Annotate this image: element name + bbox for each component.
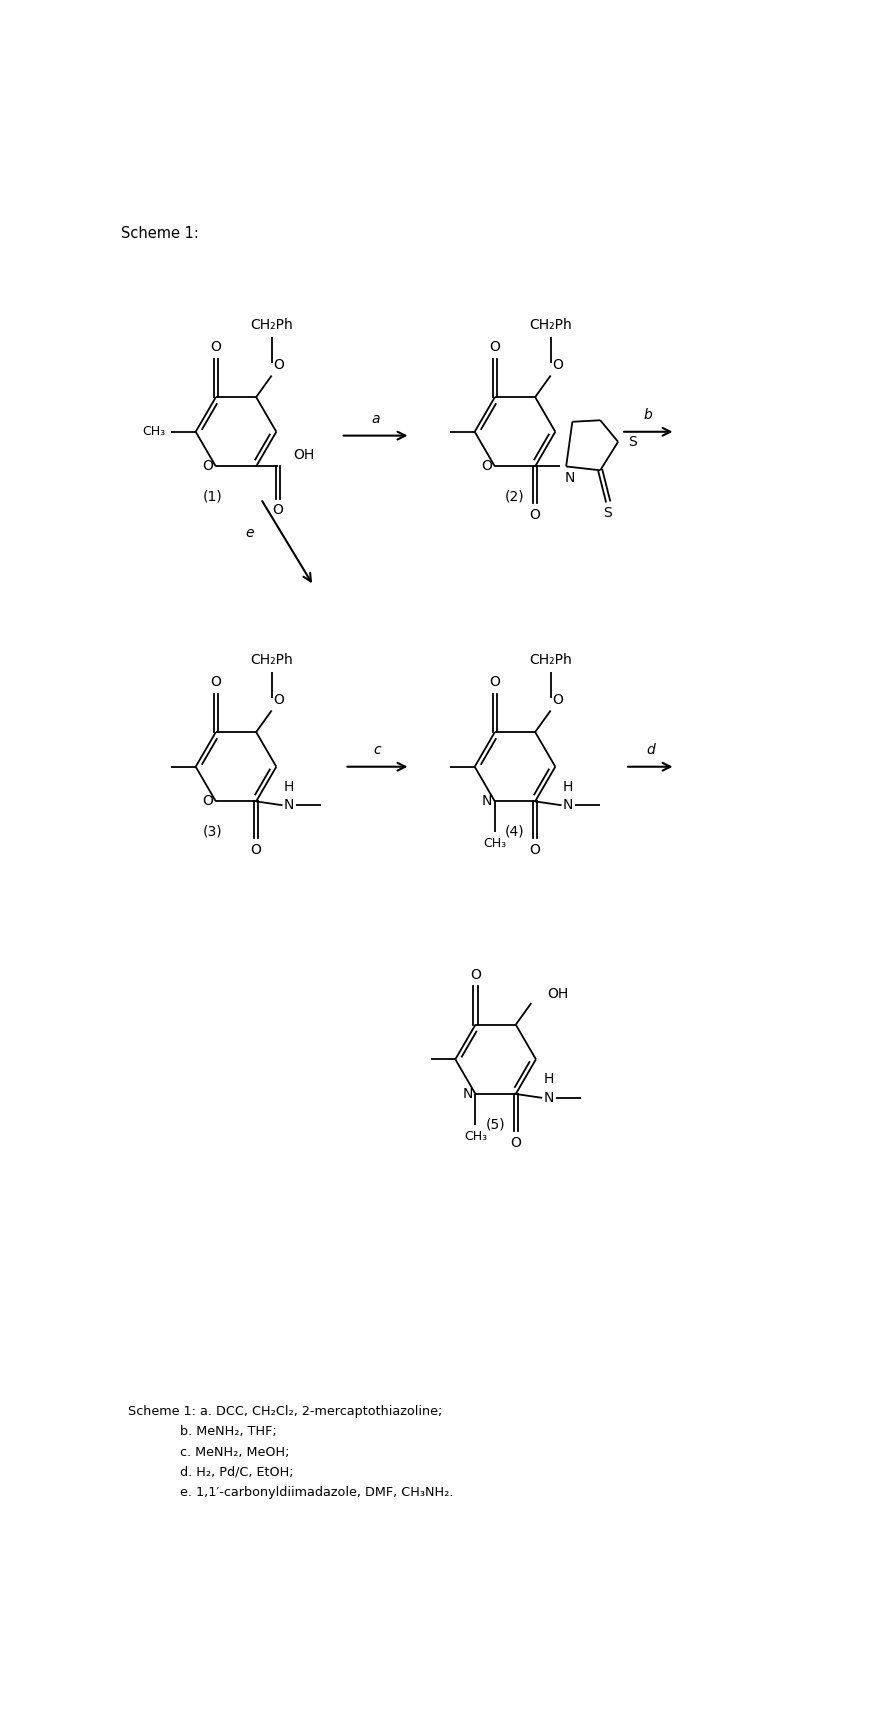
- Text: c. MeNH₂, MeOH;: c. MeNH₂, MeOH;: [180, 1445, 289, 1459]
- Text: N: N: [543, 1091, 554, 1105]
- Text: OH: OH: [547, 986, 568, 1002]
- Text: e. 1,1′-carbonyldiimadazole, DMF, CH₃NH₂.: e. 1,1′-carbonyldiimadazole, DMF, CH₃NH₂…: [180, 1486, 453, 1498]
- Text: CH₃: CH₃: [142, 426, 166, 438]
- Text: N: N: [564, 471, 575, 484]
- Text: CH₂Ph: CH₂Ph: [530, 653, 572, 667]
- Text: O: O: [482, 459, 493, 474]
- Text: (3): (3): [202, 825, 222, 838]
- Text: CH₂Ph: CH₂Ph: [250, 653, 293, 667]
- Text: CH₂Ph: CH₂Ph: [250, 318, 293, 333]
- Text: CH₃: CH₃: [464, 1130, 487, 1142]
- Text: O: O: [273, 357, 284, 371]
- Text: (4): (4): [505, 825, 525, 838]
- Text: O: O: [530, 844, 540, 857]
- Text: O: O: [511, 1136, 521, 1149]
- Text: b. MeNH₂, THF;: b. MeNH₂, THF;: [180, 1426, 277, 1438]
- Text: e: e: [245, 526, 254, 539]
- Text: O: O: [211, 340, 221, 354]
- Text: O: O: [470, 967, 481, 981]
- Text: S: S: [628, 435, 637, 448]
- Text: (5): (5): [486, 1117, 505, 1132]
- Text: O: O: [251, 844, 262, 857]
- Text: N: N: [482, 794, 492, 809]
- Text: Scheme 1:: Scheme 1:: [121, 227, 199, 242]
- Text: OH: OH: [293, 448, 314, 462]
- Text: O: O: [489, 340, 500, 354]
- Text: N: N: [283, 799, 294, 813]
- Text: H: H: [543, 1072, 554, 1086]
- Text: b: b: [644, 407, 652, 423]
- Text: O: O: [211, 675, 221, 689]
- Text: c: c: [374, 742, 382, 758]
- Text: Scheme 1: a. DCC, CH₂Cl₂, 2-mercaptothiazoline;: Scheme 1: a. DCC, CH₂Cl₂, 2-mercaptothia…: [127, 1405, 442, 1419]
- Text: d. H₂, Pd/C, EtOH;: d. H₂, Pd/C, EtOH;: [180, 1465, 294, 1479]
- Text: H: H: [563, 780, 573, 794]
- Text: (1): (1): [202, 490, 222, 503]
- Text: O: O: [489, 675, 500, 689]
- Text: O: O: [202, 459, 213, 474]
- Text: O: O: [552, 357, 563, 371]
- Text: H: H: [283, 780, 294, 794]
- Text: N: N: [462, 1087, 473, 1101]
- Text: (2): (2): [505, 490, 525, 503]
- Text: S: S: [604, 505, 612, 519]
- Text: O: O: [552, 692, 563, 706]
- Text: CH₂Ph: CH₂Ph: [530, 318, 572, 333]
- Text: O: O: [273, 692, 284, 706]
- Text: a: a: [371, 412, 380, 426]
- Text: d: d: [646, 742, 655, 758]
- Text: N: N: [563, 799, 573, 813]
- Text: O: O: [530, 509, 540, 522]
- Text: O: O: [202, 794, 213, 809]
- Text: CH₃: CH₃: [483, 837, 506, 850]
- Text: O: O: [272, 503, 283, 517]
